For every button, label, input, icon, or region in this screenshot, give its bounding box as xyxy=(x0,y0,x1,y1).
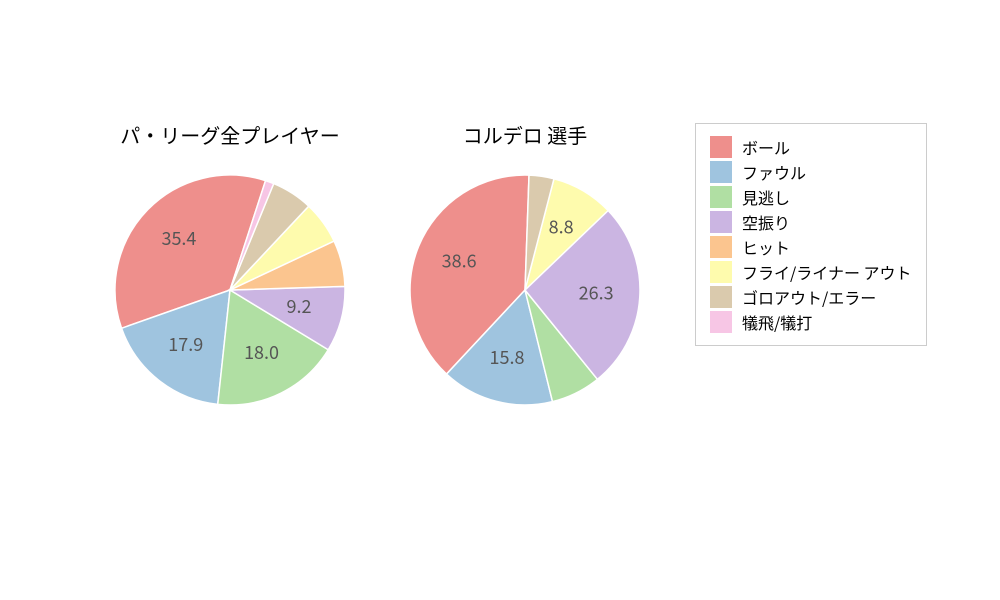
legend-item: 見逃し xyxy=(710,185,912,209)
legend-swatch xyxy=(710,236,732,258)
pie-slice xyxy=(410,175,529,374)
legend-label: 空振り xyxy=(742,210,790,234)
pie-slice xyxy=(115,175,266,328)
pie-slice xyxy=(230,181,274,290)
legend-label: ゴロアウト/エラー xyxy=(742,285,876,309)
pie-slice xyxy=(525,175,554,290)
pie-slice xyxy=(525,290,597,402)
legend: ボールファウル見逃し空振りヒットフライ/ライナー アウトゴロアウト/エラー犠飛/… xyxy=(695,123,927,346)
pie-slice xyxy=(230,184,309,290)
pie-slice xyxy=(447,290,553,405)
pie-slice-label: 8.8 xyxy=(549,213,574,239)
legend-label: ボール xyxy=(742,135,790,159)
legend-label: 見逃し xyxy=(742,185,790,209)
legend-item: 犠飛/犠打 xyxy=(710,310,912,334)
pie-slice xyxy=(230,206,334,290)
pie-slice xyxy=(122,290,230,404)
legend-swatch xyxy=(710,311,732,333)
pie-slice xyxy=(230,286,345,349)
legend-item: ファウル xyxy=(710,160,912,184)
legend-label: 犠飛/犠打 xyxy=(742,310,812,334)
pie-slice xyxy=(525,179,608,290)
legend-item: フライ/ライナー アウト xyxy=(710,260,912,284)
pie-slice-label: 26.3 xyxy=(579,279,614,305)
pie-chart-title: パ・リーグ全プレイヤー xyxy=(80,120,380,149)
legend-swatch xyxy=(710,211,732,233)
pie-slice xyxy=(525,211,640,380)
pie-slice-label: 17.9 xyxy=(168,331,203,357)
pie-slice-label: 35.4 xyxy=(161,225,196,251)
pie-slice-label: 15.8 xyxy=(490,344,525,370)
legend-label: ファウル xyxy=(742,160,806,184)
pie-chart-title: コルデロ 選手 xyxy=(375,120,675,149)
legend-item: ボール xyxy=(710,135,912,159)
pie-slice-label: 9.2 xyxy=(286,293,311,319)
legend-item: ヒット xyxy=(710,235,912,259)
legend-swatch xyxy=(710,286,732,308)
pie-slice xyxy=(230,241,345,290)
chart-stage: パ・リーグ全プレイヤー 35.4 17.9 18.0 9.2 コルデロ 選手 38.6 15.… xyxy=(0,0,1000,600)
legend-label: ヒット xyxy=(742,235,790,259)
pie-slice xyxy=(218,290,329,405)
pie-slice-label: 38.6 xyxy=(442,248,477,274)
legend-swatch xyxy=(710,136,732,158)
legend-swatch xyxy=(710,161,732,183)
legend-label: フライ/ライナー アウト xyxy=(742,260,912,284)
pie-slice-label: 18.0 xyxy=(244,339,279,365)
legend-swatch xyxy=(710,186,732,208)
legend-item: ゴロアウト/エラー xyxy=(710,285,912,309)
legend-item: 空振り xyxy=(710,210,912,234)
legend-swatch xyxy=(710,261,732,283)
